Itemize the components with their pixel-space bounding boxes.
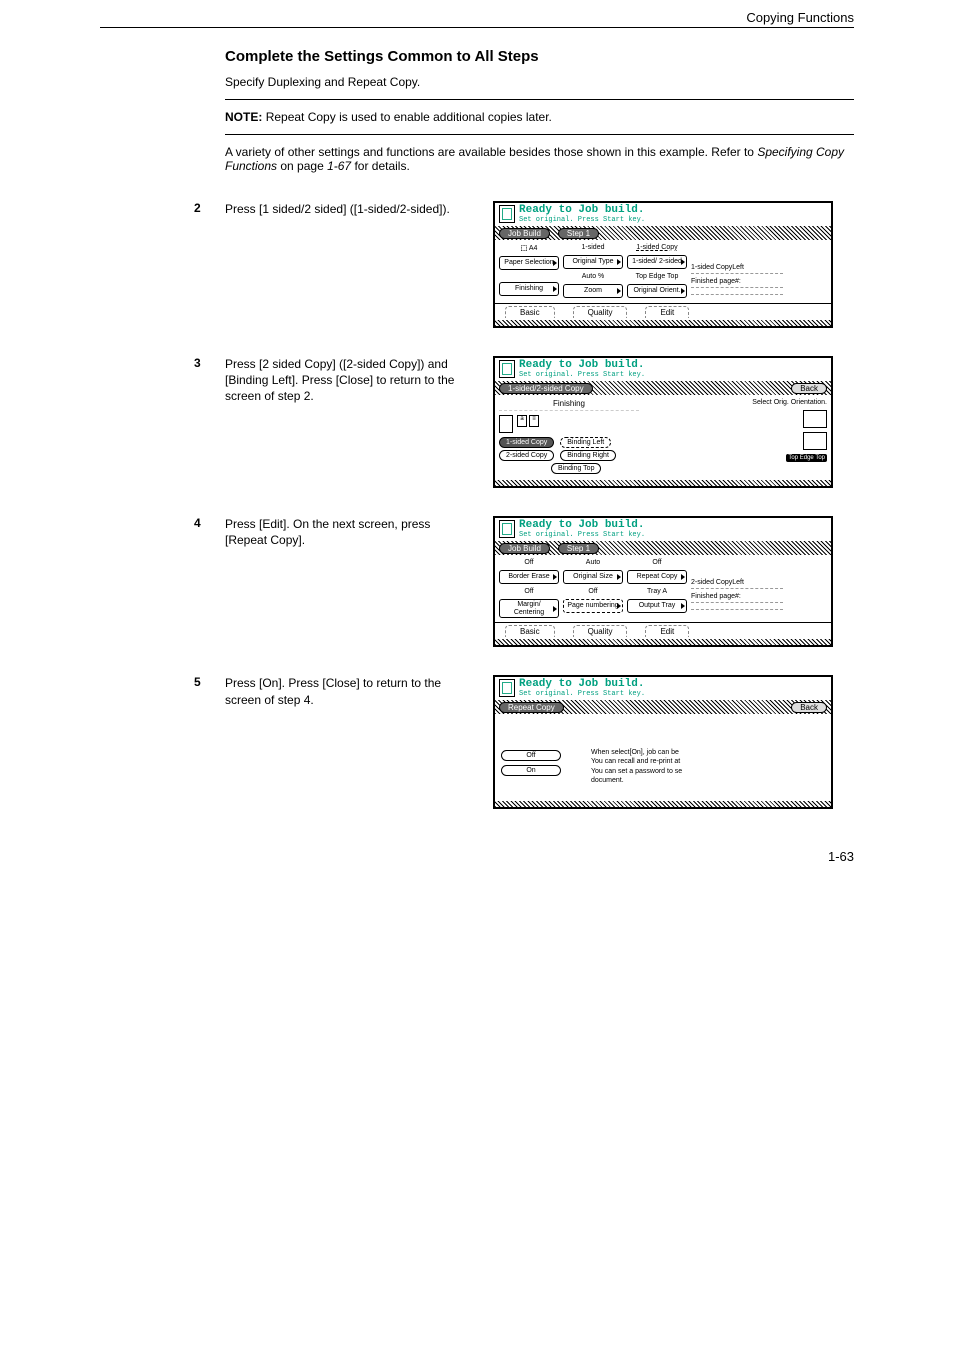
c1v1: Off — [499, 559, 559, 566]
c1v2: Off — [499, 588, 559, 595]
section-intro: Specify Duplexing and Repeat Copy. — [225, 75, 854, 89]
step-num-5: 5 — [194, 675, 201, 689]
info2: Finished page#: — [691, 278, 783, 288]
screen-subtitle: Set original. Press Start key. — [519, 371, 645, 379]
tab-edit[interactable]: Edit — [645, 306, 689, 318]
info2: Finished page#: — [691, 593, 783, 603]
screen-step4: Ready to Job build. Set original. Press … — [493, 516, 833, 647]
orient-icon-2[interactable] — [803, 432, 827, 450]
step-text-3: Press [2 sided Copy] ([2-sided Copy]) an… — [225, 356, 475, 405]
paper-selection-button[interactable]: Paper Selection — [499, 256, 559, 270]
back-button[interactable]: Back — [791, 383, 827, 394]
c2v1: Auto — [563, 559, 623, 566]
orient-icon-1[interactable] — [803, 410, 827, 428]
booklet-icon: a≡ — [517, 415, 539, 427]
orient-button[interactable]: Original Orient. — [627, 284, 687, 298]
original-size-button[interactable]: Original Size — [563, 570, 623, 584]
section-title: Complete the Settings Common to All Step… — [225, 48, 854, 65]
step-num-3: 3 — [194, 356, 201, 370]
on-button[interactable]: On — [501, 765, 561, 776]
screen-title: Ready to Job build. — [519, 360, 645, 371]
top-edge-top-tag[interactable]: Top Edge Top — [786, 454, 827, 462]
c2v2: Off — [563, 588, 623, 595]
binding-left-button[interactable]: Binding Left — [560, 437, 611, 448]
step-text-2: Press [1 sided/2 sided] ([1-sided/2-side… — [225, 201, 475, 217]
screen-subtitle: Set original. Press Start key. — [519, 216, 645, 224]
c3v1: Off — [627, 559, 687, 566]
copy-icon — [499, 679, 515, 697]
screen-step2: Ready to Job build. Set original. Press … — [493, 201, 833, 328]
paper-size-label: ⬚ A4 — [499, 244, 559, 252]
tab-quality[interactable]: Quality — [573, 306, 628, 318]
2sided-copy-button[interactable]: 2-sided Copy — [499, 450, 554, 461]
page-number: 1-63 — [0, 849, 854, 864]
step-text-5: Press [On]. Press [Close] to return to t… — [225, 675, 475, 707]
copy-icon — [499, 205, 515, 223]
sided-button[interactable]: 1-sided/ 2-sided — [627, 255, 687, 269]
sheet-icon — [499, 415, 513, 433]
screen-step3: Ready to Job build. Set original. Press … — [493, 356, 833, 488]
tab-basic[interactable]: Basic — [505, 306, 555, 318]
screen-subtitle: Set original. Press Start key. — [519, 531, 645, 539]
tab-edit[interactable]: Edit — [645, 625, 689, 637]
info1: 1-sided CopyLeft — [691, 264, 783, 274]
info1: 2-sided CopyLeft — [691, 579, 783, 589]
bar-step: Step 1 — [558, 228, 599, 239]
repeat-msg: When select[On], job can be You can reca… — [591, 748, 825, 784]
note-label: NOTE: — [225, 110, 262, 124]
copy-icon — [499, 520, 515, 538]
screen-subtitle: Set original. Press Start key. — [519, 690, 645, 698]
finishing-button[interactable]: Finishing — [499, 282, 559, 296]
note-line: NOTE: Repeat Copy is used to enable addi… — [225, 110, 854, 124]
tab-quality[interactable]: Quality — [573, 625, 628, 637]
original-type-button[interactable]: Original Type — [563, 255, 623, 269]
back-button[interactable]: Back — [791, 702, 827, 713]
zoom-button[interactable]: Zoom — [563, 284, 623, 298]
output-tray-button[interactable]: Output Tray — [627, 599, 687, 613]
step-text-4: Press [Edit]. On the next screen, press … — [225, 516, 475, 548]
screen-title: Ready to Job build. — [519, 679, 645, 690]
off-button[interactable]: Off — [501, 750, 561, 761]
bar-repeatcopy: Repeat Copy — [499, 702, 564, 713]
copy-icon — [499, 360, 515, 378]
screen-title: Ready to Job build. — [519, 205, 645, 216]
binding-right-button[interactable]: Binding Right — [560, 450, 616, 461]
c3v1: 1-sided Copy — [627, 244, 687, 251]
orient-note: Select Orig. Orientation. — [752, 399, 827, 406]
c2v1: 1-sided — [563, 244, 623, 251]
page-numbering-button[interactable]: Page numbering — [563, 599, 623, 613]
c3v2: Top Edge Top — [627, 273, 687, 280]
finishing-label: Finishing — [499, 399, 639, 411]
1sided-copy-button[interactable]: 1-sided Copy — [499, 437, 554, 448]
page-header: Copying Functions — [100, 0, 854, 28]
note-text: Repeat Copy is used to enable additional… — [266, 110, 552, 124]
bar-step: Step 1 — [558, 543, 599, 554]
bar-sided: 1-sided/2-sided Copy — [499, 383, 593, 394]
c3v2: Tray A — [627, 588, 687, 595]
bar-jobbuild: Job Build — [499, 543, 550, 554]
binding-top-button[interactable]: Binding Top — [551, 463, 601, 474]
c2v2: Auto % — [563, 273, 623, 280]
border-erase-button[interactable]: Border Erase — [499, 570, 559, 584]
margin-centering-button[interactable]: Margin/ Centering — [499, 599, 559, 618]
repeat-copy-button[interactable]: Repeat Copy — [627, 570, 687, 584]
step-num-2: 2 — [194, 201, 201, 215]
screen-title: Ready to Job build. — [519, 520, 645, 531]
tab-basic[interactable]: Basic — [505, 625, 555, 637]
variety-line: A variety of other settings and function… — [225, 145, 854, 173]
bar-jobbuild: Job Build — [499, 228, 550, 239]
screen-step5: Ready to Job build. Set original. Press … — [493, 675, 833, 808]
step-num-4: 4 — [194, 516, 201, 530]
